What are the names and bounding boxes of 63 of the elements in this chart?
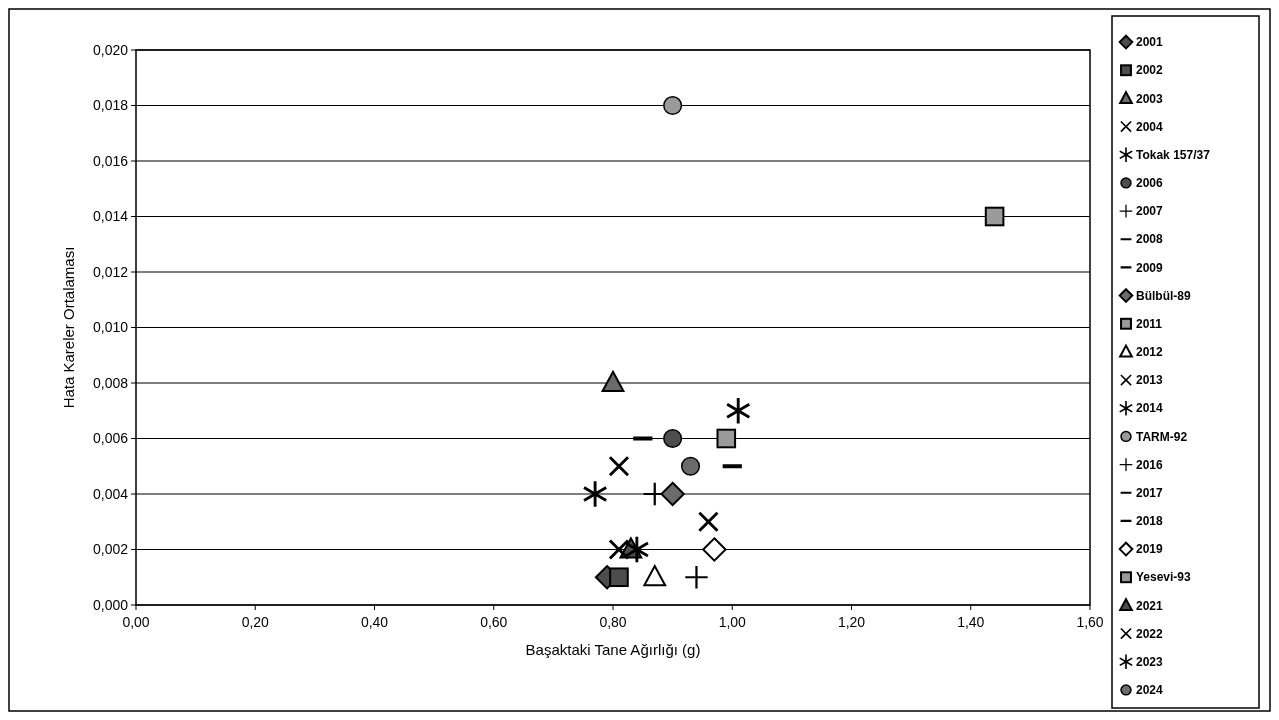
legend-label: 2003 (1136, 91, 1164, 106)
legend-label: 2006 (1136, 176, 1164, 191)
legend-label: 2013 (1136, 373, 1164, 388)
y-tick-label: 0,018 (92, 97, 129, 114)
legend-label: 2007 (1136, 204, 1164, 219)
point (583, 481, 607, 507)
point (726, 397, 751, 424)
point (660, 481, 685, 507)
y-tick-label: 0,002 (92, 541, 129, 558)
y-tick-label: 0,012 (92, 263, 129, 280)
legend-label: 2009 (1136, 260, 1164, 275)
point (663, 428, 683, 449)
legend-label: 2014 (1136, 401, 1164, 416)
legend-label: 2017 (1136, 485, 1164, 500)
legend-label: 2004 (1136, 119, 1164, 134)
x-tick-label: 0,40 (360, 614, 389, 630)
point (625, 536, 649, 563)
legend-label: 2002 (1136, 63, 1164, 78)
y-tick-label: 0,016 (92, 152, 129, 169)
point (680, 456, 701, 476)
y-tick-label: 0,014 (92, 208, 129, 225)
point (608, 456, 630, 477)
x-tick-label: 0,20 (241, 614, 270, 630)
point (643, 565, 667, 587)
legend-label: 2012 (1136, 345, 1164, 360)
legend-label: Bülbül-89 (1136, 288, 1191, 303)
legend-label: TARM-92 (1136, 429, 1188, 444)
point (608, 539, 630, 560)
legend-label: Tokak 157/37 (1136, 147, 1211, 162)
y-tick-label: 0,008 (92, 374, 129, 391)
legend-label: 2001 (1136, 35, 1164, 50)
x-tick-label: 1,20 (837, 614, 866, 630)
point (698, 511, 719, 532)
point (685, 566, 708, 589)
legend-label: 2016 (1136, 457, 1164, 472)
legend-label: 2011 (1136, 316, 1163, 331)
x-tick-label: 0,80 (599, 614, 627, 630)
y-tick-label: 0,010 (92, 319, 129, 336)
point (609, 567, 629, 588)
legend-label: 2008 (1136, 232, 1164, 247)
point (601, 370, 625, 392)
legend-label: 2024 (1136, 683, 1164, 698)
point (702, 537, 727, 562)
point (663, 95, 683, 116)
point (716, 428, 737, 449)
legend-label: 2019 (1136, 542, 1164, 557)
x-tick-label: 1,00 (718, 614, 747, 630)
y-tick-label: 0,000 (92, 596, 129, 613)
y-tick-label: 0,020 (92, 41, 129, 58)
legend-label: Yesevi-93 (1136, 570, 1192, 585)
x-tick-label: 0,00 (122, 614, 150, 630)
point (984, 206, 1005, 227)
x-tick-label: 0,60 (480, 614, 508, 630)
legend-label: 2018 (1136, 514, 1164, 529)
y-tick-label: 0,004 (92, 485, 129, 502)
x-tick-label: 1,40 (957, 614, 985, 630)
legend-label: 2021 (1136, 598, 1164, 613)
legend-label: 2022 (1136, 626, 1164, 641)
x-axis-title: Başaktaki Tane Ağırlığı (g) (525, 641, 701, 658)
y-axis-title: Hata Kareler Ortalaması (60, 246, 77, 409)
y-tick-label: 0,006 (92, 430, 129, 447)
x-tick-label: 1,60 (1076, 614, 1104, 630)
legend-label: 2023 (1136, 654, 1164, 669)
